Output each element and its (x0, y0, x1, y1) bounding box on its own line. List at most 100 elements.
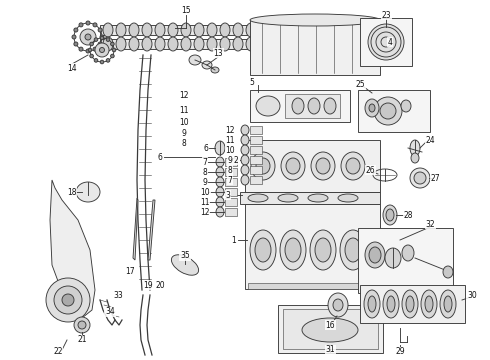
Text: 12: 12 (179, 90, 189, 99)
Ellipse shape (233, 37, 243, 51)
Text: 24: 24 (425, 135, 435, 144)
Bar (225, 178, 237, 186)
Bar (225, 208, 237, 216)
Ellipse shape (94, 38, 98, 41)
Ellipse shape (386, 209, 394, 221)
Ellipse shape (103, 23, 113, 37)
Bar (250, 90, 350, 122)
Text: 8: 8 (203, 167, 207, 176)
Ellipse shape (406, 296, 414, 312)
Ellipse shape (79, 47, 83, 51)
Bar (358, 228, 453, 293)
Text: 11: 11 (225, 135, 235, 144)
Ellipse shape (74, 317, 90, 333)
Ellipse shape (328, 293, 348, 317)
Bar (225, 188, 237, 196)
Ellipse shape (369, 104, 375, 112)
Ellipse shape (168, 37, 178, 51)
Text: 30: 30 (467, 291, 477, 300)
Text: 33: 33 (113, 291, 123, 300)
Ellipse shape (103, 37, 113, 51)
Ellipse shape (338, 194, 358, 202)
Ellipse shape (365, 242, 385, 268)
Ellipse shape (86, 49, 90, 53)
Ellipse shape (246, 23, 256, 37)
Ellipse shape (106, 38, 110, 41)
Text: 22: 22 (53, 347, 63, 356)
Ellipse shape (207, 23, 217, 37)
Text: 12: 12 (200, 207, 210, 216)
Ellipse shape (233, 23, 243, 37)
Ellipse shape (241, 145, 249, 155)
Bar (245, 140, 380, 192)
Ellipse shape (88, 48, 92, 52)
Ellipse shape (324, 98, 336, 114)
Bar (100, 39, 270, 49)
Ellipse shape (194, 23, 204, 37)
Ellipse shape (315, 238, 331, 262)
Text: 11: 11 (200, 198, 210, 207)
Ellipse shape (308, 194, 328, 202)
Ellipse shape (241, 175, 249, 185)
Ellipse shape (345, 238, 361, 262)
Ellipse shape (207, 37, 217, 51)
Text: 5: 5 (249, 77, 254, 86)
Ellipse shape (99, 48, 104, 53)
Ellipse shape (311, 152, 335, 180)
Ellipse shape (98, 28, 102, 32)
Ellipse shape (111, 42, 114, 46)
Ellipse shape (168, 23, 178, 37)
Ellipse shape (215, 141, 225, 155)
Text: 9: 9 (227, 156, 232, 165)
Ellipse shape (256, 158, 270, 174)
Ellipse shape (211, 67, 219, 73)
Ellipse shape (421, 290, 437, 318)
Ellipse shape (241, 165, 249, 175)
Text: 8: 8 (182, 139, 186, 148)
Ellipse shape (414, 172, 426, 184)
Ellipse shape (248, 194, 268, 202)
Ellipse shape (94, 59, 98, 62)
Text: 23: 23 (381, 10, 391, 19)
Ellipse shape (72, 35, 76, 39)
Ellipse shape (216, 187, 224, 197)
Text: 10: 10 (200, 188, 210, 197)
Ellipse shape (90, 54, 94, 58)
Text: 12: 12 (225, 126, 235, 135)
Ellipse shape (383, 205, 397, 225)
Ellipse shape (116, 23, 126, 37)
Text: 14: 14 (67, 63, 77, 72)
Ellipse shape (142, 37, 152, 51)
Ellipse shape (246, 37, 256, 51)
Text: 3: 3 (225, 190, 230, 199)
Bar (225, 168, 237, 176)
Ellipse shape (181, 37, 191, 51)
Ellipse shape (78, 321, 86, 329)
Ellipse shape (425, 296, 433, 312)
Text: 20: 20 (155, 280, 165, 289)
Bar (250, 156, 262, 164)
Bar (360, 18, 412, 66)
Text: 7: 7 (227, 176, 232, 185)
Ellipse shape (74, 42, 78, 46)
Ellipse shape (155, 37, 165, 51)
Ellipse shape (256, 96, 280, 116)
Ellipse shape (292, 98, 304, 114)
Bar (250, 176, 262, 184)
Text: 8: 8 (228, 166, 232, 175)
Ellipse shape (280, 230, 306, 270)
Text: 17: 17 (125, 267, 135, 276)
Ellipse shape (216, 167, 224, 177)
Polygon shape (148, 200, 155, 260)
Ellipse shape (278, 194, 298, 202)
Text: 32: 32 (425, 220, 435, 229)
Ellipse shape (155, 23, 165, 37)
Ellipse shape (302, 318, 358, 342)
Text: 9: 9 (182, 129, 186, 138)
Ellipse shape (369, 247, 381, 263)
Bar (240, 192, 380, 204)
Text: 28: 28 (403, 211, 413, 220)
Ellipse shape (216, 207, 224, 217)
Text: 15: 15 (181, 5, 191, 14)
Ellipse shape (142, 23, 152, 37)
